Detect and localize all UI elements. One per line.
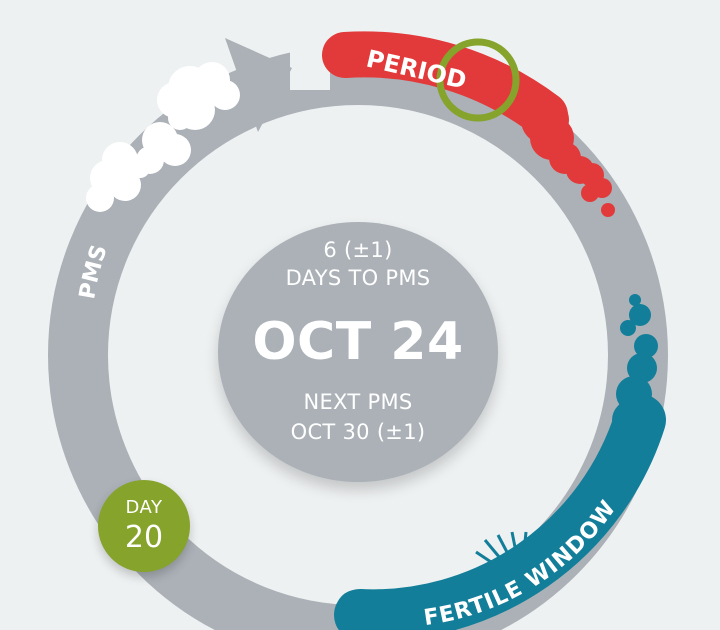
- period-band: [322, 31, 615, 217]
- cycle-arrow-icon: [225, 38, 292, 132]
- days-to-pms-label: DAYS TO PMS: [285, 266, 431, 290]
- cycle-summary: 6 (±1) DAYS TO PMS OCT 24 NEXT PMS OCT 3…: [218, 222, 498, 482]
- days-to-pms-count: 6 (±1): [323, 238, 393, 262]
- cloud-icon: [86, 62, 240, 212]
- day-badge-number: 20: [124, 520, 164, 555]
- day-badge[interactable]: DAY 20: [98, 480, 190, 572]
- ovulation-ring: [436, 38, 520, 122]
- current-date: OCT 24: [252, 312, 464, 372]
- fertile-band: [334, 294, 666, 630]
- next-pms-date: OCT 30 (±1): [290, 420, 426, 444]
- day-badge-label: DAY: [125, 497, 163, 518]
- sunburst-icon: [475, 531, 563, 566]
- next-pms-label: NEXT PMS: [303, 390, 413, 414]
